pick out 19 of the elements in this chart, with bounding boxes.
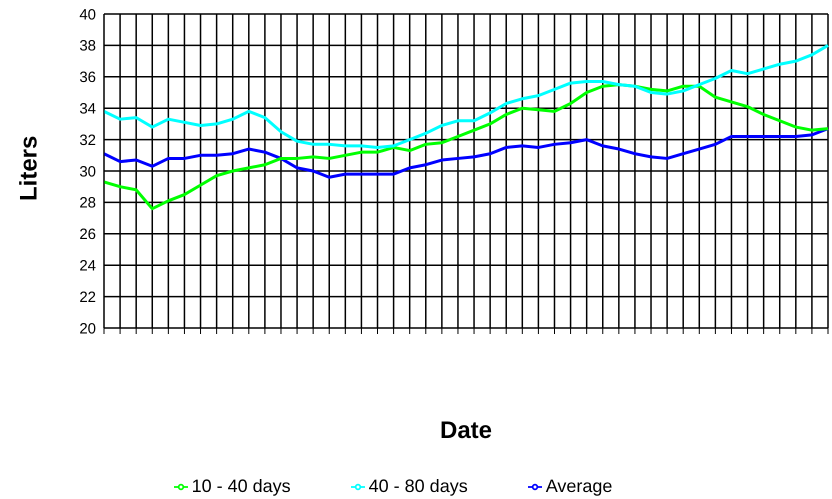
legend-label: 10 - 40 days	[192, 476, 291, 496]
y-tick-label: 30	[79, 163, 96, 180]
y-tick-label: 40	[79, 6, 96, 24]
y-tick-label: 36	[79, 69, 96, 86]
y-tick-label: 38	[79, 38, 96, 55]
legend-label: 40 - 80 days	[368, 476, 468, 496]
y-tick-label: 34	[79, 100, 96, 118]
line-series	[102, 44, 830, 149]
line-series	[102, 127, 830, 179]
y-tick-label: 32	[79, 132, 96, 149]
legend-label: Average	[546, 476, 612, 496]
y-tick-label: 26	[79, 226, 96, 244]
y-tick-label: 22	[79, 288, 96, 306]
y-axis-title: Liters	[16, 136, 43, 201]
line-series	[102, 83, 830, 210]
y-tick-label: 28	[79, 194, 96, 212]
y-tick-label: 24	[79, 258, 96, 275]
x-axis-title: Date	[440, 417, 492, 444]
y-tick-label: 20	[79, 320, 96, 338]
